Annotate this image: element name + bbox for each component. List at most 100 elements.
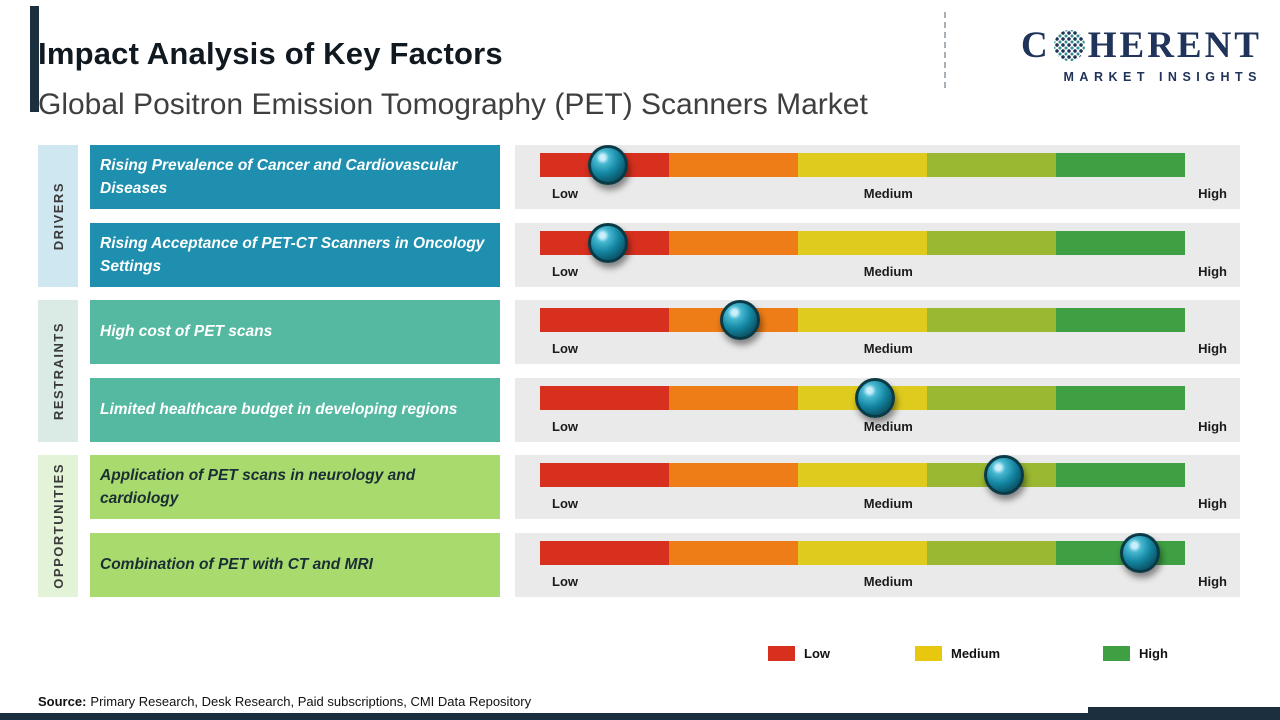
group-drivers: DRIVERS Rising Prevalence of Cancer and … (38, 145, 1240, 287)
bar-segment (1056, 308, 1185, 332)
slider-knob[interactable] (855, 378, 896, 418)
logo-divider-dashed-line (944, 12, 946, 88)
scale-high-label: High (1198, 186, 1227, 201)
group-restraints: RESTRAINTS High cost of PET scans Low (38, 300, 1240, 442)
scale-medium-label: Medium (863, 574, 913, 589)
scale-low-label: Low (552, 496, 578, 511)
scale-low-label: Low (552, 264, 578, 279)
scale-labels: Low Medium High (540, 496, 1227, 512)
factor-text: High cost of PET scans (100, 323, 273, 341)
legend-label-medium: Medium (951, 646, 1001, 661)
legend-label-high: High (1139, 646, 1168, 661)
top-left-accent-bar (30, 6, 39, 112)
impact-slider-panel: Low Medium High (515, 300, 1240, 364)
factor-row: Limited healthcare budget in developing … (90, 378, 1240, 442)
logo-letter-c: C (1021, 25, 1051, 66)
factor-row: Combination of PET with CT and MRI Low M… (90, 533, 1240, 597)
slider-knob[interactable] (1119, 533, 1160, 573)
impact-slider-panel: Low Medium High (515, 378, 1240, 442)
scale-high-label: High (1198, 264, 1227, 279)
factor-row: High cost of PET scans Low Medium High (90, 300, 1240, 364)
legend-swatch-low (768, 646, 795, 661)
impact-bar (540, 153, 1185, 177)
bar-segment (1056, 231, 1185, 255)
factor-box: Rising Acceptance of PET-CT Scanners in … (90, 223, 500, 287)
logo-letters-herent: HERENT (1087, 25, 1262, 66)
bar-segment (798, 541, 927, 565)
impact-slider-panel: Low Medium High (515, 223, 1240, 287)
bar-segment (927, 308, 1056, 332)
bottom-right-accent-bar (1088, 707, 1280, 720)
impact-slider-panel: Low Medium High (515, 145, 1240, 209)
scale-low-label: Low (552, 574, 578, 589)
legend-item-high: High (1103, 646, 1168, 661)
source-text: Primary Research, Desk Research, Paid su… (90, 694, 532, 709)
slider-knob[interactable] (719, 300, 760, 340)
bar-segment (540, 308, 669, 332)
legend-item-medium: Medium (915, 646, 1000, 661)
factor-text: Application of PET scans in neurology an… (100, 466, 416, 507)
factor-box: High cost of PET scans (90, 300, 500, 364)
scale-low-label: Low (552, 341, 578, 356)
factor-row: Rising Prevalence of Cancer and Cardiova… (90, 145, 1240, 209)
scale-labels: Low Medium High (540, 419, 1227, 435)
factor-text: Rising Prevalence of Cancer and Cardiova… (100, 156, 458, 197)
bar-segment (1056, 386, 1185, 410)
bar-segment (540, 541, 669, 565)
bottom-accent-bar (0, 713, 1280, 720)
factor-row: Application of PET scans in neurology an… (90, 455, 1240, 519)
slider-knob[interactable] (984, 455, 1025, 495)
scale-high-label: High (1198, 574, 1227, 589)
bar-segment (798, 308, 927, 332)
group-label-restraints: RESTRAINTS (38, 300, 78, 442)
factor-box: Combination of PET with CT and MRI (90, 533, 500, 597)
scale-high-label: High (1198, 419, 1227, 434)
slider-knob[interactable] (587, 145, 628, 185)
scale-high-label: High (1198, 496, 1227, 511)
group-label-text: OPPORTUNITIES (50, 463, 66, 589)
scale-high-label: High (1198, 341, 1227, 356)
group-label-text: RESTRAINTS (50, 321, 66, 421)
page-subtitle: Global Positron Emission Tomography (PET… (38, 88, 868, 121)
impact-bar (540, 231, 1185, 255)
bar-segment (669, 153, 798, 177)
factor-text: Limited healthcare budget in developing … (100, 401, 458, 419)
legend-swatch-medium (915, 646, 942, 661)
bar-segment (540, 463, 669, 487)
scale-medium-label: Medium (863, 341, 913, 356)
bar-segment (1056, 463, 1185, 487)
group-label-opportunities: OPPORTUNITIES (38, 455, 78, 597)
group-label-drivers: DRIVERS (38, 145, 78, 287)
impact-bar (540, 308, 1185, 332)
scale-labels: Low Medium High (540, 186, 1227, 202)
bar-segment (927, 231, 1056, 255)
scale-labels: Low Medium High (540, 341, 1227, 357)
impact-bar (540, 541, 1185, 565)
scale-medium-label: Medium (863, 496, 913, 511)
bar-segment (669, 231, 798, 255)
factor-row: Rising Acceptance of PET-CT Scanners in … (90, 223, 1240, 287)
group-label-text: DRIVERS (50, 181, 66, 251)
bar-segment (669, 386, 798, 410)
scale-labels: Low Medium High (540, 264, 1227, 280)
slider-knob[interactable] (587, 223, 628, 263)
scale-medium-label: Medium (863, 264, 913, 279)
legend: Low Medium High (0, 646, 1280, 666)
logo-wordmark: C HERENT (1021, 24, 1262, 67)
legend-swatch-high (1103, 646, 1130, 661)
impact-slider-panel: Low Medium High (515, 455, 1240, 519)
bar-segment (927, 386, 1056, 410)
source-label: Source: (38, 694, 87, 709)
bar-segment (669, 463, 798, 487)
impact-slider-panel: Low Medium High (515, 533, 1240, 597)
scale-medium-label: Medium (863, 186, 913, 201)
bar-segment (798, 231, 927, 255)
logo-globe-icon (1053, 30, 1085, 61)
group-opportunities: OPPORTUNITIES Application of PET scans i… (38, 455, 1240, 597)
coherent-logo: C HERENT MARKET INSIGHTS (1021, 24, 1262, 84)
impact-bar (540, 386, 1185, 410)
bar-segment (927, 153, 1056, 177)
factor-box: Rising Prevalence of Cancer and Cardiova… (90, 145, 500, 209)
scale-low-label: Low (552, 186, 578, 201)
